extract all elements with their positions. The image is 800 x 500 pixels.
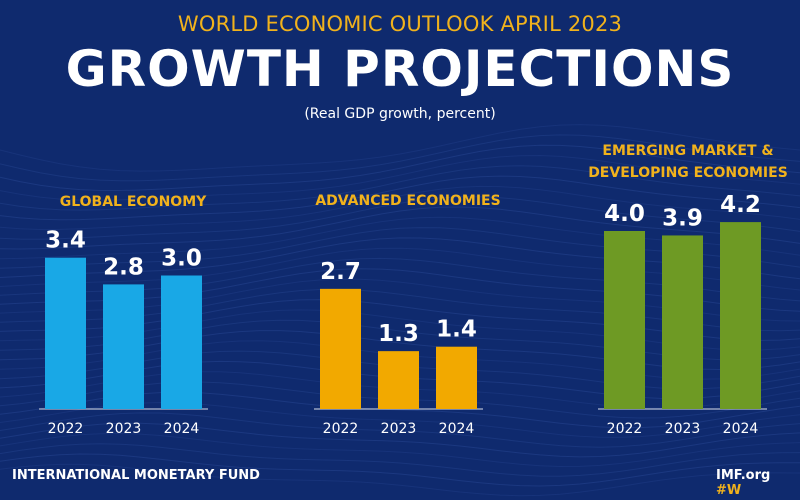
year-label: 2023 (665, 421, 701, 437)
bar-value-label: 1.4 (436, 317, 477, 343)
panel-title: EMERGING MARKET & (602, 143, 773, 159)
year-label: 2022 (607, 421, 643, 437)
year-label: 2024 (723, 421, 759, 437)
bar-value-label: 4.0 (604, 201, 645, 227)
bar (662, 235, 703, 409)
wave-line (0, 154, 800, 201)
panel-title: ADVANCED ECONOMIES (315, 193, 500, 209)
panel-title: DEVELOPING ECONOMIES (588, 165, 788, 181)
wave-line (0, 412, 800, 448)
wave-line (0, 124, 800, 172)
footer-site-link[interactable]: IMF.org (716, 468, 771, 483)
footer-site: IMF.org #W (716, 468, 800, 498)
report-supertitle: WORLD ECONOMIC OUTLOOK APRIL 2023 (177, 12, 623, 36)
wave-line (0, 175, 800, 221)
footer-hashtag: #W (716, 483, 742, 498)
year-label: 2024 (164, 421, 200, 437)
wave-line (0, 196, 800, 240)
wave-line (0, 165, 800, 211)
year-label: 2022 (323, 421, 359, 437)
wave-line (0, 185, 800, 231)
bar (161, 275, 202, 409)
panel-title: GLOBAL ECONOMY (60, 194, 207, 210)
panel-advanced-economies: ADVANCED ECONOMIES 2.7 2022 1.3 2023 1.4 2024 (314, 193, 501, 437)
wave-line (0, 463, 800, 497)
bar (45, 257, 86, 409)
year-label: 2024 (439, 421, 475, 437)
bar-value-label: 3.9 (662, 205, 703, 231)
bar-value-label: 2.7 (320, 259, 361, 285)
wave-line (0, 443, 800, 477)
bar-value-label: 2.8 (103, 254, 144, 280)
bar-value-label: 4.2 (720, 192, 761, 218)
chart-subtitle: (Real GDP growth, percent) (304, 106, 496, 122)
bar (103, 284, 144, 409)
year-label: 2022 (48, 421, 84, 437)
bar-value-label: 1.3 (378, 321, 419, 347)
bar (436, 346, 477, 409)
wave-line (0, 453, 800, 487)
bar (320, 288, 361, 409)
bar (378, 351, 419, 409)
wave-line (0, 432, 800, 468)
panel-global-economy: GLOBAL ECONOMY 3.4 2022 2.8 2023 3.0 2024 (39, 194, 208, 437)
wave-line (0, 134, 800, 182)
page-title: GROWTH PROJECTIONS (65, 40, 735, 98)
footer-org-name: INTERNATIONAL MONETARY FUND (12, 468, 260, 483)
wave-line (0, 206, 800, 250)
panel-emerging-market-developing-economies: EMERGING MARKET & DEVELOPING ECONOMIES 4.0… (588, 143, 788, 437)
year-label: 2023 (106, 421, 142, 437)
bar (720, 222, 761, 409)
bar-value-label: 3.0 (161, 246, 202, 272)
bar (604, 231, 645, 409)
year-label: 2023 (381, 421, 417, 437)
wave-line (0, 422, 800, 458)
bar-value-label: 3.4 (45, 228, 86, 254)
wave-line (0, 144, 800, 191)
